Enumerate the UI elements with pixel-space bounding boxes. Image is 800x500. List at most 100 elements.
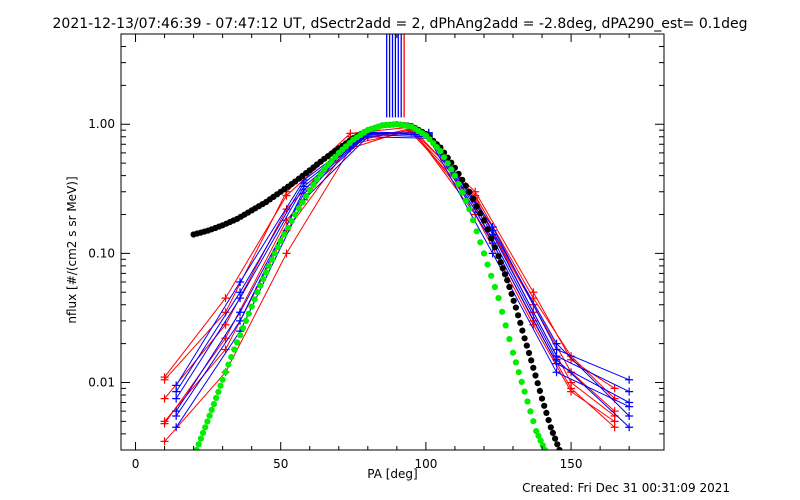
- black-curve-point-96: [521, 335, 528, 342]
- series-line-2: [164, 130, 615, 422]
- black-curve-point-104: [538, 395, 546, 402]
- green-curve-point-73: [426, 136, 433, 143]
- green-curve-point-2: [197, 435, 204, 442]
- green-curve-point-17: [234, 339, 241, 346]
- series-9-point-6: [552, 368, 561, 377]
- green-curve-point-83: [462, 197, 469, 204]
- green-curve-point-32: [277, 237, 284, 244]
- black-curve-point-101: [532, 372, 539, 379]
- green-curve-point-25: [257, 282, 264, 289]
- series-line-3: [164, 128, 615, 442]
- green-curve-point-18: [237, 332, 244, 339]
- green-curve-point-45: [324, 161, 331, 169]
- series-6-point-7: [625, 375, 634, 384]
- green-curve-point-4: [202, 424, 209, 431]
- green-curve-point-107: [539, 442, 546, 449]
- series-line-6: [175, 131, 630, 386]
- series-4-point-0: [160, 375, 169, 384]
- black-curve-point-86: [499, 265, 506, 272]
- series-11-point-6: [552, 355, 561, 364]
- green-curve-point-15: [228, 354, 235, 361]
- series-10-point-6: [552, 339, 561, 348]
- green-curve-point-106: [537, 437, 544, 444]
- green-curve-point-26: [260, 276, 267, 283]
- y-tick-label-1: 0.10: [88, 246, 115, 260]
- green-curve-point-101: [524, 398, 531, 405]
- green-curve-point-38: [299, 199, 306, 206]
- created-timestamp: Created: Fri Dec 31 00:31:09 2021: [522, 481, 730, 495]
- black-curve-point-89: [506, 283, 513, 291]
- black-curve-point-108: [547, 424, 554, 431]
- green-curve-point-37: [295, 205, 302, 212]
- green-curve-point-40: [306, 186, 313, 193]
- x-tick-label-0: 0: [132, 457, 140, 471]
- black-curve-point-80: [480, 217, 488, 224]
- black-curve-point-100: [530, 364, 537, 371]
- series-11-point-2: [299, 179, 308, 188]
- green-curve-point-98: [515, 369, 522, 376]
- green-curve-point-81: [455, 180, 462, 188]
- green-curve-point-100: [521, 388, 528, 395]
- black-curve-point-83: [491, 244, 498, 251]
- green-curve-point-24: [254, 289, 261, 296]
- green-curve-point-31: [274, 244, 281, 251]
- series-line-8: [175, 134, 630, 412]
- black-curve-point-77: [470, 195, 477, 202]
- green-curve-point-42: [313, 176, 321, 183]
- green-curve-point-102: [527, 408, 534, 415]
- series-8-point-1: [236, 308, 245, 317]
- black-curve-point-85: [497, 259, 504, 266]
- series-7-point-7: [625, 387, 634, 396]
- green-curve-point-79: [448, 166, 455, 173]
- series-5-point-8: [610, 417, 619, 426]
- black-curve-point-87: [501, 271, 509, 278]
- green-curve-point-39: [303, 193, 310, 200]
- green-curve-point-14: [225, 361, 232, 368]
- black-curve-point-106: [543, 409, 550, 416]
- series-5-point-0: [160, 419, 169, 428]
- x-axis-label: PA [deg]: [367, 467, 417, 481]
- green-curve-point-82: [459, 189, 466, 196]
- series-11-point-7: [625, 423, 634, 432]
- series-0-point-1: [221, 294, 230, 303]
- green-curve-point-10: [215, 388, 222, 395]
- black-curve-point-76: [466, 188, 473, 195]
- green-curve-point-19: [239, 324, 247, 332]
- series-3-point-2: [282, 249, 291, 258]
- green-curve-point-13: [222, 369, 229, 376]
- green-curve-point-104: [533, 428, 540, 435]
- black-curve-point-102: [534, 380, 541, 387]
- green-curve-point-92: [495, 295, 502, 302]
- series-9-point-7: [625, 402, 634, 411]
- green-curve-point-96: [509, 349, 517, 356]
- green-curve-point-21: [245, 310, 252, 317]
- black-curve-point-112: [556, 446, 563, 450]
- green-curve-point-103: [530, 418, 537, 425]
- y-axis-label: nflux [#/(cm2 s sr MeV)]: [65, 176, 79, 323]
- green-curve-point-5: [204, 418, 211, 425]
- series-1-point-0: [160, 394, 169, 403]
- series-6-point-1: [236, 278, 245, 287]
- black-curve-point-79: [477, 210, 484, 217]
- black-curve-point-98: [525, 349, 533, 357]
- green-curve-point-90: [488, 272, 495, 279]
- black-curve-point-81: [484, 226, 491, 233]
- black-curve-point-82: [488, 235, 495, 242]
- series-line-5: [164, 127, 615, 424]
- green-curve-point-20: [242, 317, 249, 324]
- green-curve-point-86: [473, 228, 480, 235]
- series-4-point-3: [346, 129, 355, 138]
- black-curve-point-91: [510, 297, 517, 304]
- black-curve-point-90: [508, 290, 515, 297]
- y-tick-label-2: 1.00: [88, 117, 115, 131]
- green-curve-point-35: [288, 218, 295, 225]
- green-curve-point-76: [437, 148, 444, 155]
- green-curve-point-8: [210, 401, 217, 408]
- series-line-9: [175, 136, 630, 428]
- series-9-point-0: [172, 423, 181, 432]
- series-9-point-5: [488, 249, 497, 258]
- black-curve-point-84: [495, 253, 502, 260]
- green-curve-point-27: [263, 269, 270, 276]
- series-line-10: [175, 132, 630, 417]
